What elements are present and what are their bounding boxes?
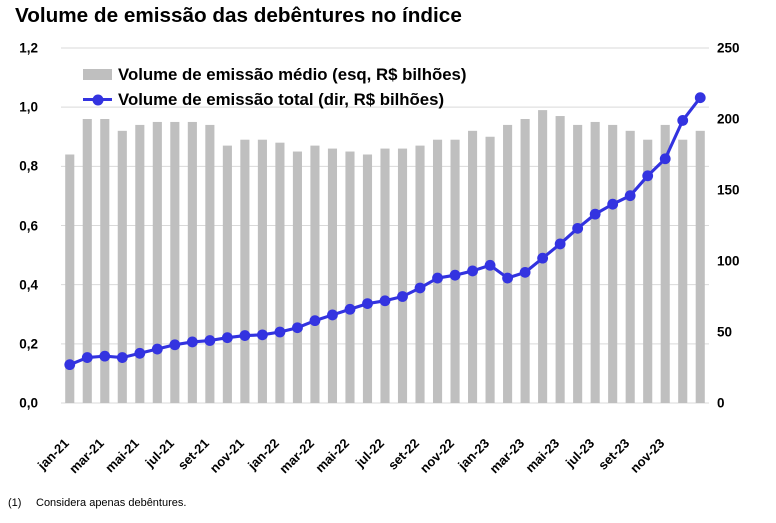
svg-text:nov-22: nov-22 xyxy=(417,436,457,476)
svg-text:jul-23: jul-23 xyxy=(562,436,597,471)
svg-text:nov-23: nov-23 xyxy=(627,436,667,476)
svg-text:jan-23: jan-23 xyxy=(454,436,492,474)
svg-text:mai-23: mai-23 xyxy=(523,436,563,476)
svg-text:set-22: set-22 xyxy=(385,436,422,473)
svg-text:mar-22: mar-22 xyxy=(276,436,317,477)
svg-text:mar-21: mar-21 xyxy=(66,436,107,477)
svg-text:jan-22: jan-22 xyxy=(244,436,282,474)
svg-text:mai-22: mai-22 xyxy=(312,436,352,476)
svg-text:mai-21: mai-21 xyxy=(102,436,142,476)
svg-text:nov-21: nov-21 xyxy=(207,436,247,476)
svg-text:jan-21: jan-21 xyxy=(34,436,72,474)
svg-text:jul-21: jul-21 xyxy=(142,436,177,471)
svg-text:mar-23: mar-23 xyxy=(486,436,527,477)
svg-text:set-23: set-23 xyxy=(595,436,632,473)
svg-text:set-21: set-21 xyxy=(175,436,212,473)
svg-text:jul-22: jul-22 xyxy=(352,436,387,471)
